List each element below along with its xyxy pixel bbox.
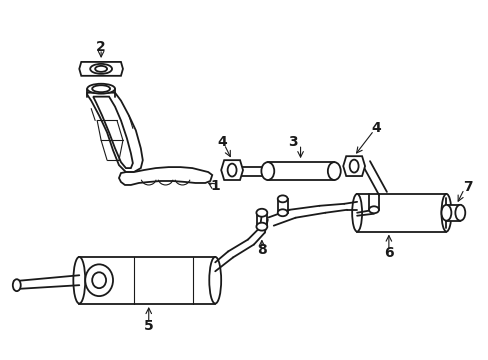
Ellipse shape [351,194,361,231]
Ellipse shape [349,159,358,172]
Ellipse shape [256,209,267,217]
Ellipse shape [261,162,274,180]
Ellipse shape [454,205,464,221]
Ellipse shape [441,194,450,231]
Text: 7: 7 [463,180,472,194]
Text: 1: 1 [210,179,220,193]
Polygon shape [79,62,122,76]
Ellipse shape [368,206,378,213]
Polygon shape [119,167,212,185]
Text: 8: 8 [257,243,266,257]
Ellipse shape [92,85,110,92]
Polygon shape [446,205,459,221]
Ellipse shape [85,264,113,296]
Polygon shape [93,96,133,168]
Ellipse shape [277,209,287,216]
Text: 6: 6 [383,247,393,260]
Ellipse shape [209,257,221,303]
Ellipse shape [256,223,267,231]
Ellipse shape [95,66,107,72]
Text: 5: 5 [143,319,153,333]
Polygon shape [343,156,365,176]
Text: 4: 4 [370,121,380,135]
Polygon shape [277,199,287,213]
Ellipse shape [13,279,20,291]
Polygon shape [256,213,266,227]
Text: 4: 4 [217,135,226,149]
Ellipse shape [227,164,236,176]
Text: 3: 3 [287,135,297,149]
Polygon shape [87,93,142,172]
Polygon shape [356,194,446,231]
Ellipse shape [441,205,450,221]
Ellipse shape [327,162,340,180]
Polygon shape [221,160,243,180]
Ellipse shape [92,272,106,288]
Polygon shape [79,257,215,304]
Text: 2: 2 [96,40,106,54]
Ellipse shape [73,257,85,303]
Ellipse shape [87,84,115,94]
Polygon shape [267,162,334,180]
Ellipse shape [90,64,112,74]
Ellipse shape [277,195,287,202]
